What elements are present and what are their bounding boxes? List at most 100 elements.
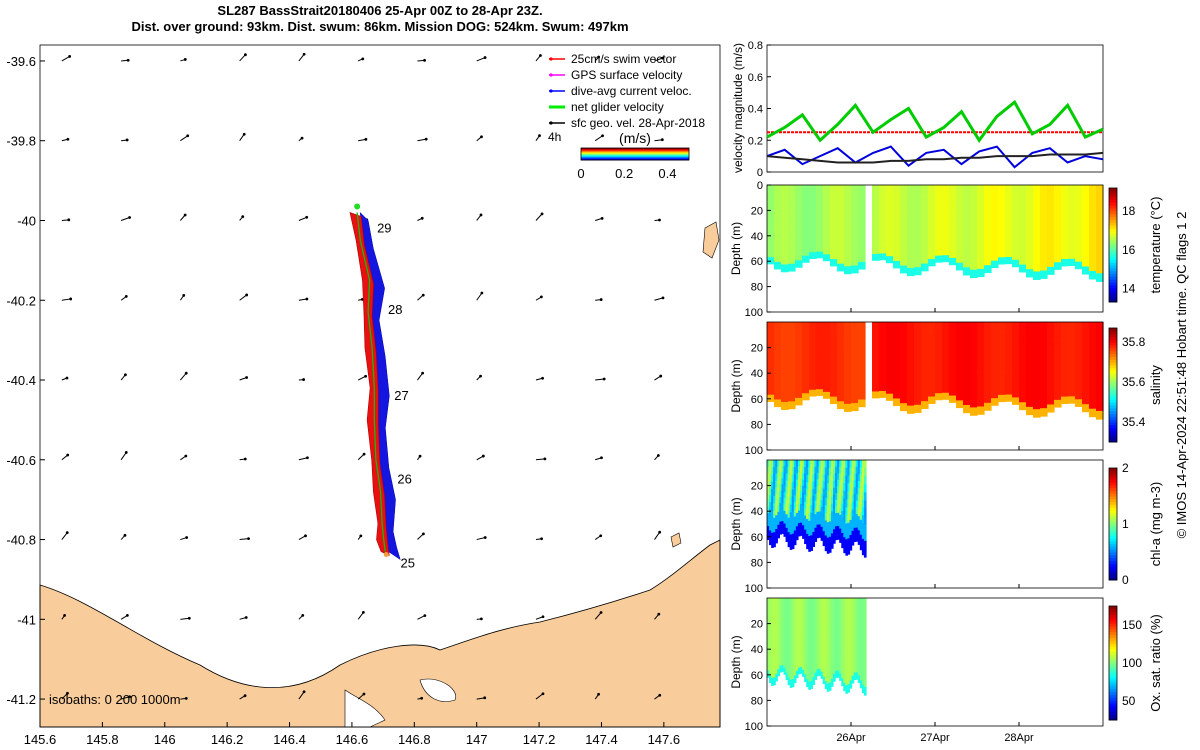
depth-cell [935,191,943,199]
depth-colorbar-segment [1109,668,1117,673]
depth-cell [797,497,801,505]
depth-cell [1089,231,1097,241]
depth-colorbar-segment [1109,336,1117,340]
depth-cell [935,223,943,231]
depth-cell [956,241,964,250]
depth-colorbar-segment [1109,345,1117,349]
depth-cell [949,204,957,213]
depth-cell [839,645,842,654]
depth-cell [789,598,793,607]
depth-cell [773,626,776,635]
depth-cell [781,192,789,201]
depth-cell [843,652,846,661]
depth-cell [808,605,811,614]
depth-cell [907,215,915,224]
depth-cell [1096,257,1104,266]
depth-cell [785,500,789,509]
depth-cell [1068,362,1076,370]
depth-cell [970,254,978,263]
depth-cell [845,605,849,615]
depth-cell [921,343,929,352]
depth-cell [843,675,846,684]
depth-cell [777,492,780,500]
depth-cell [886,367,894,375]
depth-cell [963,367,971,376]
depth-cell [847,499,851,508]
depth-cell [1026,261,1034,270]
depth-cell [1061,205,1069,213]
depth-cell [785,611,789,619]
velocity-arrow [476,537,486,541]
depth-cell [835,519,838,527]
depth-cell [788,206,796,215]
depth-cell [839,521,842,530]
depth-cell [845,475,849,485]
depth-cell [793,523,797,532]
depth-colorbar-segment [1109,422,1117,426]
depth-cell [810,475,813,484]
depth-cell [791,664,795,673]
velocity-arrow [594,612,602,620]
depth-cell [808,681,811,690]
depth-colorbar-segment [1109,470,1117,475]
depth-cell [851,329,859,338]
depth-cell [1089,322,1097,331]
depth-cell [1082,251,1090,260]
depth-cell [963,192,971,201]
depth-cell [1075,371,1083,379]
depth-cell [788,322,796,330]
depth-cell [802,341,810,349]
depth-cell [1026,376,1034,385]
depth-cell [1089,377,1097,386]
depth-cell [851,243,859,252]
depth-cell [861,676,865,686]
depth-cell [857,619,861,627]
velocity-arrow-head [182,294,186,297]
depth-colorbar-segment [1109,677,1117,681]
depth-cell [1096,241,1104,250]
depth-cell [1026,185,1034,194]
depth-cell [949,185,957,193]
depth-cell [942,204,950,212]
depth-cell [791,496,795,505]
depth-cell [767,604,770,612]
depth-cell [839,528,842,537]
depth-cell [1054,206,1062,214]
depth-cell [767,486,770,494]
depth-cell [791,605,795,614]
velocity-arrow-head [302,690,306,694]
depth-cell [984,402,992,411]
depth-cell [802,663,805,671]
depth-cell [863,686,867,696]
depth-colorbar-segment [1109,526,1117,531]
depth-cell [1096,201,1104,210]
depth-cell [1096,225,1104,234]
depth-cell [942,248,950,256]
depth-y-tick-label: 100 [745,583,763,595]
depth-cell [809,240,817,247]
depth-cell [900,250,908,259]
depth-cell [1047,244,1055,253]
depth-cell [777,524,780,532]
depth-cell [808,482,811,492]
depth-cell [771,605,774,614]
depth-cell [830,678,834,687]
depth-cell [1061,328,1069,337]
depth-cell [847,507,851,516]
depth-cell [830,634,834,643]
depth-cell [795,205,803,213]
depth-cell [828,483,832,492]
depth-cell [824,658,828,667]
depth-cell [820,486,824,495]
depth-cell [1005,361,1013,369]
depth-cell [837,519,840,527]
depth-cell [851,675,855,684]
depth-cell [797,610,801,618]
depth-cell [789,504,793,513]
depth-cell [835,532,838,541]
depth-cell [783,598,787,605]
depth-cell [991,391,999,399]
depth-cell [853,507,857,515]
depth-cell [793,647,797,655]
depth-cell [816,215,824,222]
